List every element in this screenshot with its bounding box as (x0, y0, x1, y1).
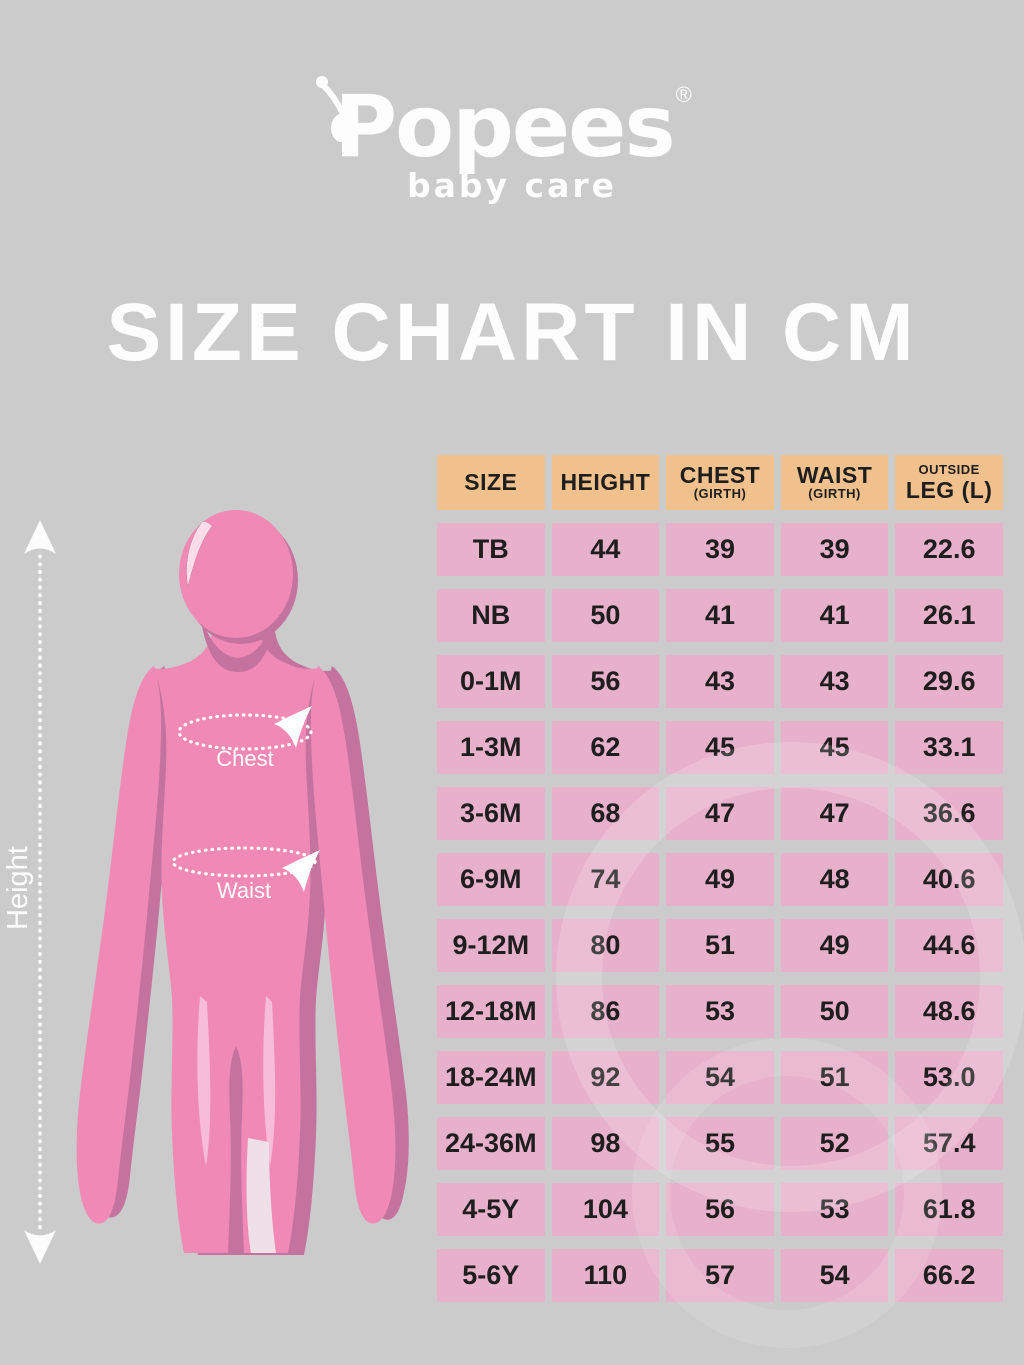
value-cell: 53 (666, 985, 774, 1038)
header-text-main: LEG (L) (905, 476, 993, 503)
value-cell: 26.1 (895, 589, 1003, 642)
waist-label: Waist (217, 878, 271, 903)
size-label-cell: 9-12M (437, 919, 545, 972)
value-cell: 61.8 (895, 1183, 1003, 1236)
value-cell: 36.6 (895, 787, 1003, 840)
value-cell: 68 (551, 787, 660, 840)
value-cell: 56 (666, 1183, 774, 1236)
value-cell: 50 (551, 589, 660, 642)
registered-mark: ® (675, 82, 692, 107)
header-text-main: SIZE (464, 469, 518, 496)
size-label-cell: 24-36M (437, 1117, 545, 1170)
value-cell: 45 (666, 721, 774, 774)
value-cell: 33.1 (895, 721, 1003, 774)
header-cell-height: HEIGHT (551, 455, 660, 510)
header-text-main: WAIST (796, 462, 873, 489)
value-cell: 41 (666, 589, 774, 642)
head (179, 510, 293, 638)
child-figure-illustration: Chest Waist (76, 510, 409, 1255)
size-label-cell: TB (437, 523, 545, 576)
size-label-cell: 12-18M (437, 985, 545, 1038)
value-cell: 92 (551, 1051, 660, 1104)
value-cell: 40.6 (895, 853, 1003, 906)
value-cell: 44.6 (895, 919, 1003, 972)
value-cell: 53 (780, 1183, 889, 1236)
value-cell: 44 (551, 523, 660, 576)
header-text-top: OUTSIDE (918, 462, 980, 478)
value-cell: 55 (666, 1117, 774, 1170)
value-cell: 47 (666, 787, 774, 840)
neck-shadow (200, 614, 276, 672)
size-label-cell: 5-6Y (437, 1249, 545, 1302)
value-cell: 43 (666, 655, 774, 708)
value-cell: 104 (551, 1183, 660, 1236)
chest-girth-indicator: Chest (177, 706, 313, 771)
header-cell-waist: WAIST (GIRTH) (780, 455, 889, 510)
value-cell: 56 (551, 655, 660, 708)
value-cell: 48 (780, 853, 889, 906)
size-label-cell: NB (437, 589, 545, 642)
value-cell: 54 (666, 1051, 774, 1104)
size-table: SIZE HEIGHT CHEST (GIRTH) WAIST (GIRTH) OUTSID… (437, 455, 1003, 1302)
leg-highlights (197, 996, 276, 1253)
value-cell: 53.0 (895, 1051, 1003, 1104)
value-cell: 80 (551, 919, 660, 972)
value-cell: 52 (780, 1117, 889, 1170)
brand-tagline: baby care (407, 166, 617, 205)
value-cell: 41 (780, 589, 889, 642)
page-title: SIZE CHART IN CM (106, 287, 918, 378)
waist-arrow-icon (282, 850, 320, 892)
header-cell-leg-l-: OUTSIDE LEG (L) (895, 455, 1003, 510)
value-cell: 50 (780, 985, 889, 1038)
header-cell-chest: CHEST (GIRTH) (666, 455, 774, 510)
value-cell: 29.6 (895, 655, 1003, 708)
value-cell: 66.2 (895, 1249, 1003, 1302)
brand-name: Popees (334, 77, 676, 177)
value-cell: 51 (780, 1051, 889, 1104)
value-cell: 49 (780, 919, 889, 972)
header-text-main: HEIGHT (560, 469, 651, 496)
value-cell: 45 (780, 721, 889, 774)
header-cell-size: SIZE (437, 455, 545, 510)
header-text-main: CHEST (679, 462, 761, 489)
value-cell: 47 (780, 787, 889, 840)
value-cell: 57 (666, 1249, 774, 1302)
header-text-sub: (GIRTH) (693, 486, 747, 502)
size-label-cell: 6-9M (437, 853, 545, 906)
size-label-cell: 3-6M (437, 787, 545, 840)
header-text-sub: (GIRTH) (808, 486, 861, 502)
value-cell: 49 (666, 853, 774, 906)
value-cell: 22.6 (895, 523, 1003, 576)
chest-label: Chest (216, 746, 273, 771)
value-cell: 43 (780, 655, 889, 708)
brand-logo: Popees® baby care (0, 76, 1024, 205)
value-cell: 48.6 (895, 985, 1003, 1038)
size-label-cell: 1-3M (437, 721, 545, 774)
height-arrow (24, 520, 56, 1264)
value-cell: 39 (666, 523, 774, 576)
size-label-cell: 0-1M (437, 655, 545, 708)
value-cell: 86 (551, 985, 660, 1038)
value-cell: 39 (780, 523, 889, 576)
value-cell: 57.4 (895, 1117, 1003, 1170)
value-cell: 98 (551, 1117, 660, 1170)
value-cell: 110 (551, 1249, 660, 1302)
value-cell: 62 (551, 721, 660, 774)
value-cell: 54 (780, 1249, 889, 1302)
value-cell: 74 (551, 853, 660, 906)
size-label-cell: 18-24M (437, 1051, 545, 1104)
waist-girth-indicator: Waist (171, 846, 320, 903)
height-label: Height (2, 846, 34, 930)
bug-antenna-icon (316, 76, 358, 142)
value-cell: 51 (666, 919, 774, 972)
size-label-cell: 4-5Y (437, 1183, 545, 1236)
chest-arrow-icon (274, 706, 312, 748)
body-silhouette (76, 616, 396, 1253)
